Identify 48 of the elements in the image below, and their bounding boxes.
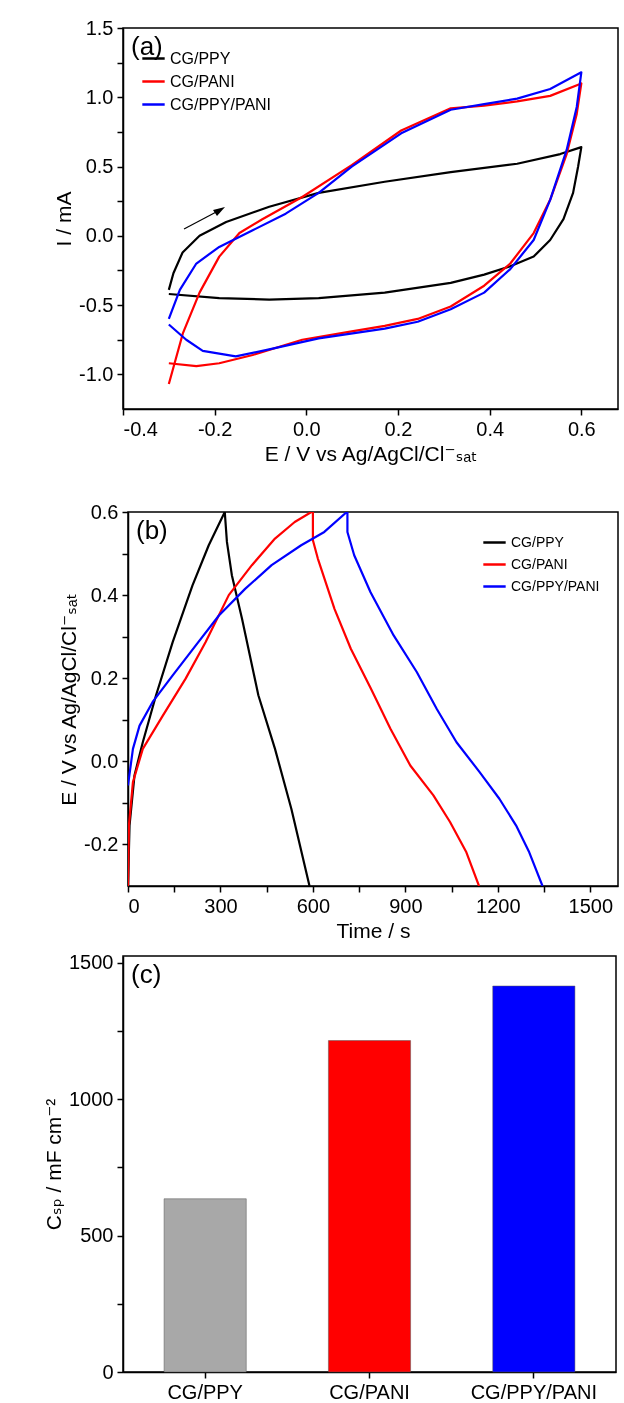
x-tick-label: 900 (389, 894, 423, 917)
y-tick-label: 0.5 (85, 155, 114, 178)
x-tick-label: -0.4 (123, 417, 158, 440)
x-tick-label: 0 (128, 894, 140, 917)
bar (328, 1040, 411, 1373)
y-tick-label: 0.6 (90, 500, 119, 523)
x-tick-label: 0.2 (384, 417, 413, 440)
y-tick-label: -0.2 (84, 832, 119, 855)
y-tick-label: 500 (80, 1224, 114, 1247)
y-tick-label: -0.5 (79, 293, 114, 316)
legend-label: CG/PPY/PANI (511, 577, 600, 594)
annotation: (c) (131, 959, 162, 989)
y-axis-title: Cₛₚ / mF cm⁻² (42, 1098, 66, 1231)
legend-label: CG/PPY (511, 533, 565, 550)
x-tick-label: 600 (296, 894, 331, 917)
x-tick-label: CG/PPY/PANI (470, 1380, 597, 1403)
y-tick-label: 1.0 (85, 85, 114, 108)
x-tick-label: 1200 (476, 894, 521, 917)
x-axis-title: E / V vs Ag/AgCl/Cl⁻ₛₐₜ (264, 441, 478, 465)
legend-label: CG/PPY/PANI (170, 95, 272, 113)
x-tick-label: 300 (204, 894, 238, 917)
x-tick-label: 0.4 (476, 417, 505, 440)
y-tick-label: -1.0 (79, 362, 114, 385)
y-tick-label: 0 (102, 1360, 114, 1383)
x-tick-label: 0.6 (567, 417, 596, 440)
annotation: (b) (136, 515, 168, 545)
x-tick-label: CG/PANI (329, 1380, 410, 1403)
y-tick-label: 0.0 (90, 749, 119, 772)
y-tick-label: 1000 (69, 1087, 114, 1110)
x-axis-title: Time / s (336, 918, 411, 942)
bar (492, 985, 576, 1373)
line-series (167, 146, 583, 301)
x-tick-label: CG/PPY (167, 1380, 243, 1403)
legend-label: CG/PPY (170, 49, 231, 67)
x-tick-label: 1500 (568, 894, 614, 917)
annotation: (a) (131, 31, 163, 61)
bar (163, 1198, 247, 1373)
y-tick-label: 0.4 (90, 583, 119, 606)
y-axis-title: E / V vs Ag/AgCl/Cl⁻ₛₐₜ (57, 593, 81, 806)
y-axis-title: I / mA (52, 191, 76, 247)
y-tick-label: 1500 (69, 951, 114, 974)
y-tick-label: 0.2 (90, 666, 119, 689)
x-tick-label: -0.2 (197, 417, 233, 440)
y-tick-label: 0.0 (85, 224, 114, 247)
legend-label: CG/PANI (170, 72, 235, 90)
y-tick-label: 1.5 (85, 16, 114, 39)
legend-label: CG/PANI (511, 555, 568, 572)
x-tick-label: 0.0 (292, 417, 321, 440)
